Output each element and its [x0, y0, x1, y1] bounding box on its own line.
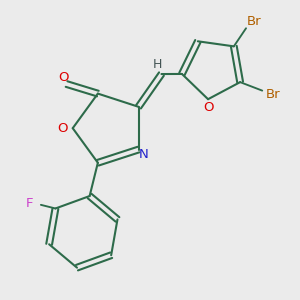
- Text: O: O: [59, 71, 69, 84]
- Text: O: O: [203, 101, 213, 114]
- Text: F: F: [26, 196, 34, 209]
- Text: O: O: [58, 122, 68, 135]
- Text: N: N: [139, 148, 149, 160]
- Text: Br: Br: [247, 15, 262, 28]
- Text: Br: Br: [266, 88, 280, 101]
- Text: H: H: [153, 58, 163, 70]
